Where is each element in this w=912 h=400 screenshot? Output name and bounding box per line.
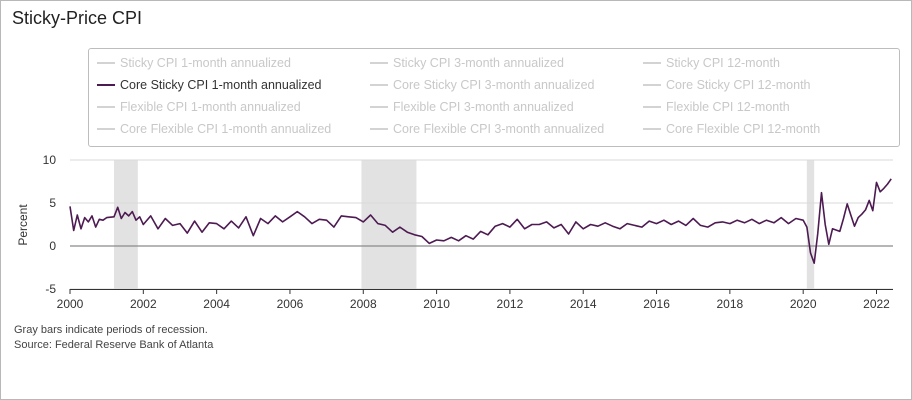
recession-band (806, 160, 815, 289)
x-tick-label: 2014 (570, 297, 597, 311)
legend-item-label: Core Flexible CPI 3-month annualized (393, 122, 605, 136)
legend-item-core-flexible-1m[interactable]: Core Flexible CPI 1-month annualized (97, 122, 331, 136)
x-tick-label: 2016 (643, 297, 670, 311)
legend-item-label: Flexible CPI 3-month annualized (393, 100, 574, 114)
x-tick-label: 2006 (277, 297, 304, 311)
legend-swatch (643, 127, 661, 130)
legend-swatch (370, 61, 388, 64)
legend-item-core-flexible-12m[interactable]: Core Flexible CPI 12-month (643, 122, 820, 136)
x-tick-label: 2018 (717, 297, 744, 311)
legend-swatch (97, 105, 115, 108)
series-lines (69, 178, 892, 264)
legend-item-label: Core Sticky CPI 3-month annualized (393, 78, 595, 92)
x-tick-label: 2000 (57, 297, 84, 311)
legend-item-label: Sticky CPI 1-month annualized (120, 56, 291, 70)
legend-item-label: Core Flexible CPI 1-month annualized (120, 122, 332, 136)
legend-item-flexible-12m[interactable]: Flexible CPI 12-month (643, 100, 790, 114)
legend-item-label: Flexible CPI 12-month (666, 100, 790, 114)
chart-title: Sticky-Price CPI (12, 8, 143, 28)
legend-item-label: Flexible CPI 1-month annualized (120, 100, 301, 114)
x-tick-label: 2022 (863, 297, 890, 311)
legend-item-label: Core Flexible CPI 12-month (666, 122, 821, 136)
x-tick-label: 2010 (423, 297, 450, 311)
legend-item-sticky-1m[interactable]: Sticky CPI 1-month annualized (97, 56, 291, 70)
x-tick-label: 2008 (350, 297, 377, 311)
y-tick-label: -5 (45, 282, 56, 296)
recession-band (361, 160, 417, 289)
x-tick-label: 2012 (497, 297, 524, 311)
legend-swatch (97, 127, 115, 130)
x-tick-label: 2004 (203, 297, 230, 311)
legend-swatch (643, 83, 661, 86)
source-note: Source: Federal Reserve Bank of Atlanta (14, 339, 214, 351)
legend-item-core-sticky-1m[interactable]: Core Sticky CPI 1-month annualized (97, 78, 321, 92)
series-line-core-sticky-1m (69, 178, 892, 264)
x-tick-label: 2002 (130, 297, 157, 311)
axes: 2000 2002 2004 2006 2008 2010 2012 2014 2016 2018… (43, 153, 893, 311)
legend-item-flexible-3m[interactable]: Flexible CPI 3-month annualized (370, 100, 574, 114)
recession-note: Gray bars indicate periods of recession. (14, 324, 208, 336)
legend-item-label: Sticky CPI 12-month (666, 56, 780, 70)
legend-item-label: Core Sticky CPI 12-month (666, 78, 811, 92)
legend-swatch (643, 105, 661, 108)
legend-item-sticky-3m[interactable]: Sticky CPI 3-month annualized (370, 56, 564, 70)
legend-box: Sticky CPI 1-month annualized Sticky CPI… (88, 48, 900, 147)
legend-item-core-sticky-12m[interactable]: Core Sticky CPI 12-month (643, 78, 811, 92)
x-tick-label: 2020 (790, 297, 817, 311)
legend-swatch (643, 61, 661, 64)
legend-item-label: Sticky CPI 3-month annualized (393, 56, 564, 70)
y-tick-label: 5 (49, 196, 56, 210)
legend-swatch (370, 105, 388, 108)
recession-bands (113, 160, 815, 289)
y-axis-title: Percent (16, 204, 30, 246)
recession-band (113, 160, 138, 289)
y-tick-label: 10 (43, 153, 57, 167)
legend-item-core-sticky-3m[interactable]: Core Sticky CPI 3-month annualized (370, 78, 594, 92)
legend-swatch (97, 83, 115, 86)
legend-swatch (97, 61, 115, 64)
legend-swatch (370, 83, 388, 86)
legend-item-label: Core Sticky CPI 1-month annualized (120, 78, 322, 92)
legend-item-sticky-12m[interactable]: Sticky CPI 12-month (643, 56, 780, 70)
legend-item-flexible-1m[interactable]: Flexible CPI 1-month annualized (97, 100, 301, 114)
legend-swatch (370, 127, 388, 130)
y-tick-label: 0 (49, 239, 56, 253)
legend-item-core-flexible-3m[interactable]: Core Flexible CPI 3-month annualized (370, 122, 604, 136)
